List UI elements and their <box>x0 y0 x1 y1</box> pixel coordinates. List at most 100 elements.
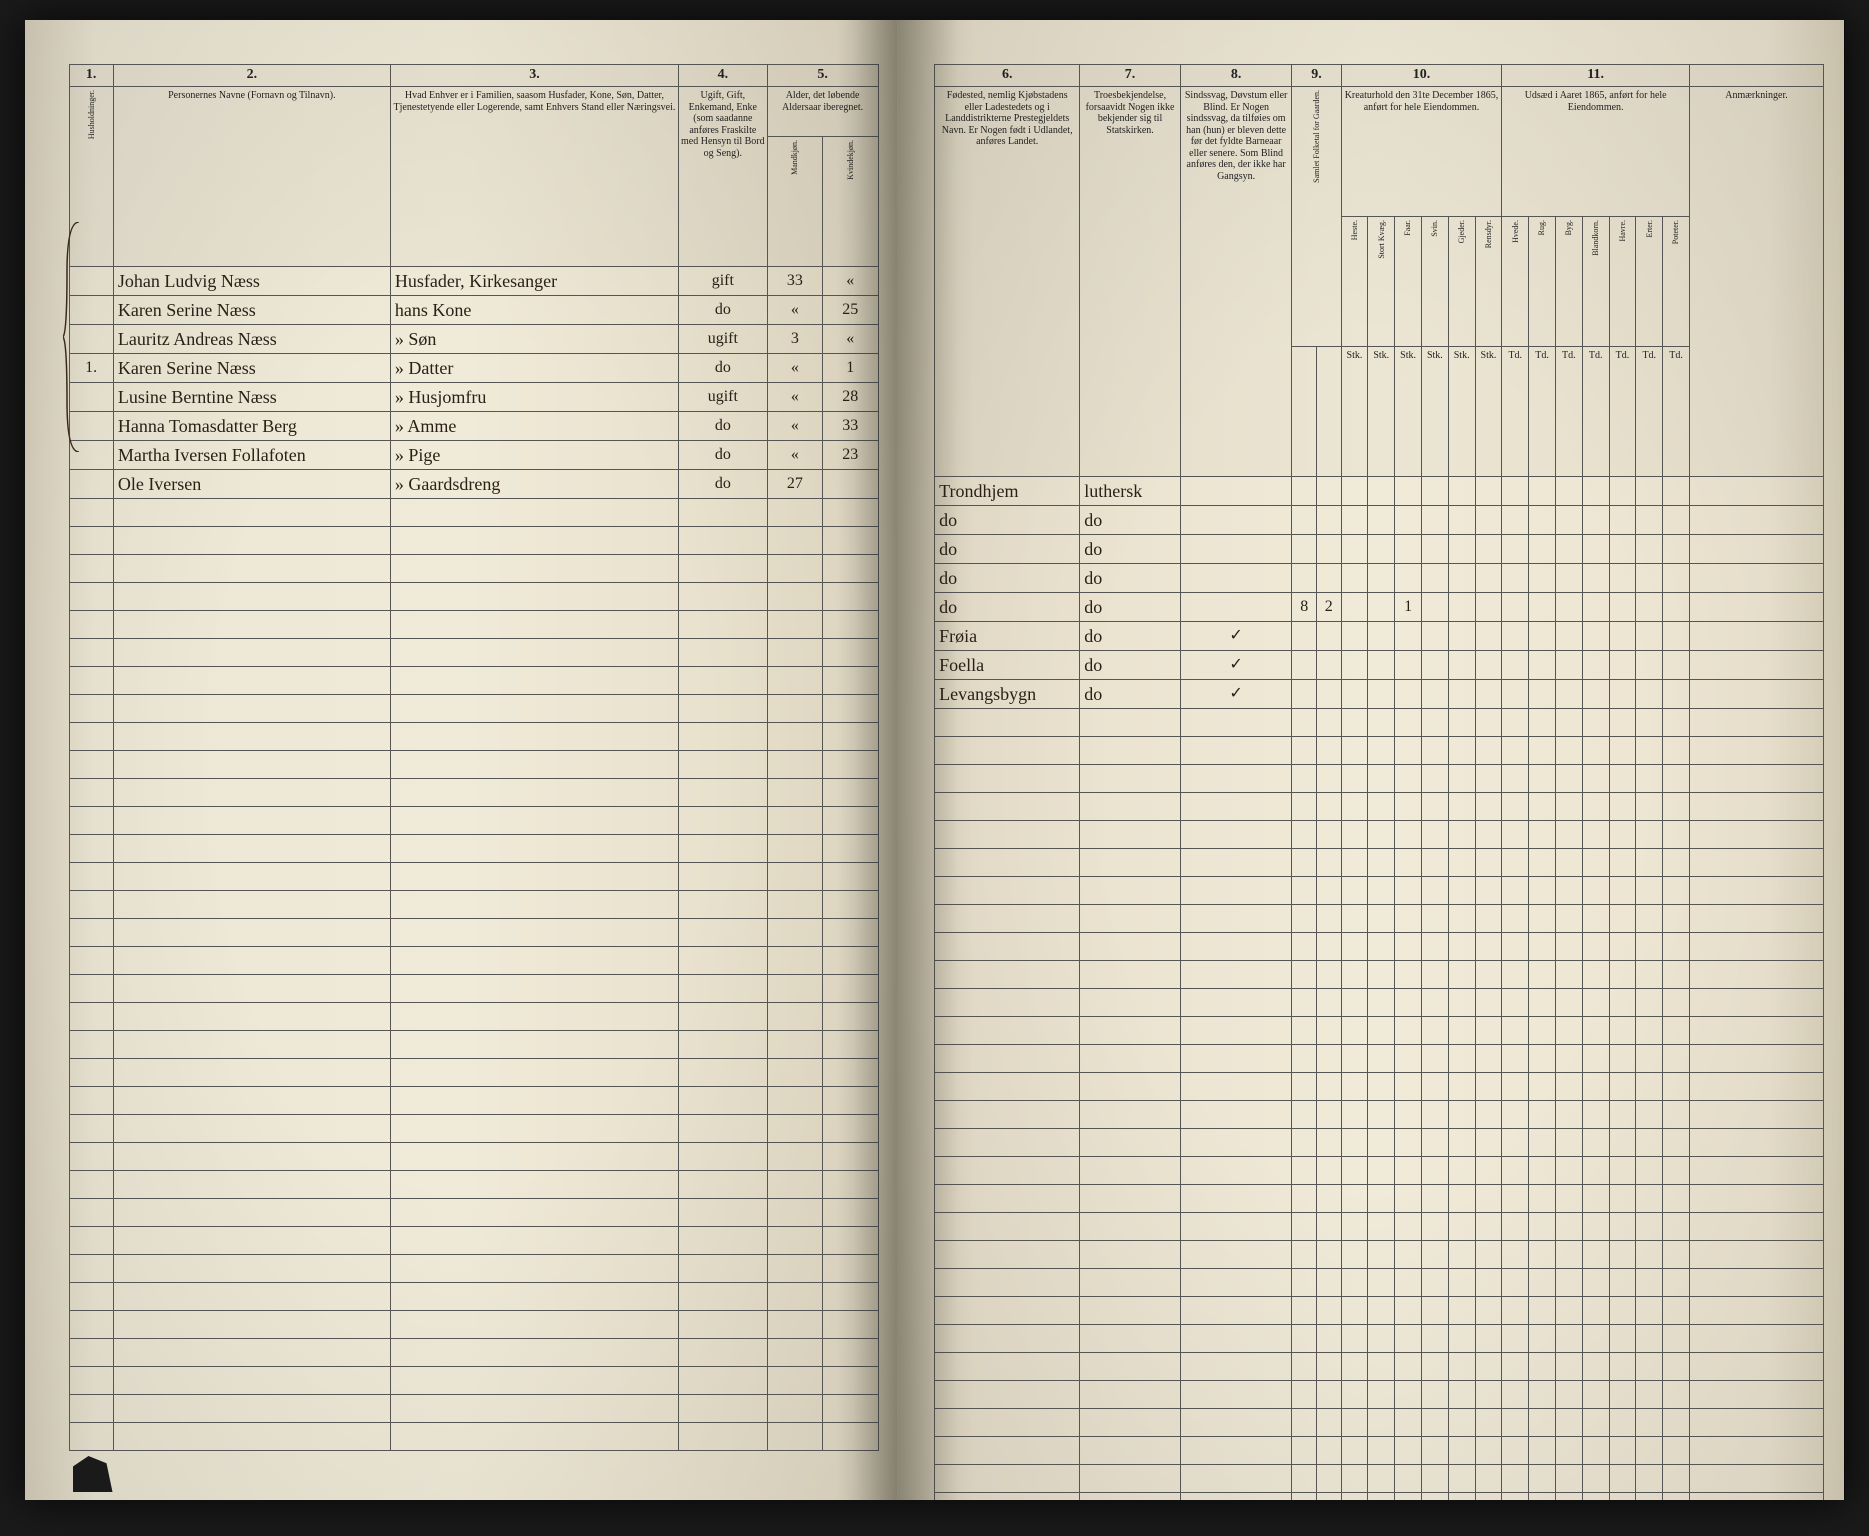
cell-age-m: « <box>767 441 822 470</box>
table-row: dodo <box>935 535 1824 564</box>
cell-livestock <box>1421 564 1448 593</box>
table-row-empty <box>935 1045 1824 1073</box>
cell-livestock <box>1341 477 1368 506</box>
cell-birth: Foella <box>935 651 1080 680</box>
table-row: dodo <box>935 564 1824 593</box>
cell-count-b <box>1317 622 1342 651</box>
table-row-empty <box>69 499 878 527</box>
table-row: Johan Ludvig NæssHusfader, Kirkesangergi… <box>69 267 878 296</box>
cell-count-a <box>1292 564 1317 593</box>
cell-household: 1. <box>69 354 113 383</box>
cell-seed <box>1636 564 1663 593</box>
cell-count-a: 8 <box>1292 593 1317 622</box>
cell-livestock <box>1368 564 1395 593</box>
cell-livestock <box>1421 651 1448 680</box>
cell-seed <box>1609 622 1636 651</box>
cell-count-a <box>1292 680 1317 709</box>
cell-livestock <box>1368 651 1395 680</box>
table-row-empty <box>935 1213 1824 1241</box>
cell-seed <box>1663 535 1690 564</box>
cell-seed <box>1609 651 1636 680</box>
cell-count-b <box>1317 651 1342 680</box>
cell-seed <box>1555 535 1582 564</box>
cell-seed <box>1529 477 1556 506</box>
cell-livestock <box>1395 535 1422 564</box>
cell-age-f: 1 <box>823 354 878 383</box>
table-row-empty <box>935 821 1824 849</box>
cell-livestock <box>1448 564 1475 593</box>
col-num: 4. <box>679 65 768 87</box>
table-row-empty <box>935 877 1824 905</box>
cell-disability <box>1180 477 1292 506</box>
cell-seed <box>1663 564 1690 593</box>
table-row-empty <box>69 863 878 891</box>
table-row-empty <box>69 1423 878 1451</box>
cell-livestock <box>1448 477 1475 506</box>
table-row-empty <box>69 1031 878 1059</box>
col-num: 5. <box>767 65 878 87</box>
cell-count-b <box>1317 506 1342 535</box>
cell-count-b <box>1317 564 1342 593</box>
cell-livestock <box>1395 622 1422 651</box>
col-seed: Byg. <box>1555 217 1582 347</box>
cell-age-m: « <box>767 383 822 412</box>
unit: Stk. <box>1421 347 1448 477</box>
cell-birth: Frøia <box>935 622 1080 651</box>
table-row-empty <box>935 1493 1824 1501</box>
unit: Td. <box>1529 347 1556 477</box>
unit: Td. <box>1636 347 1663 477</box>
cell-household <box>69 470 113 499</box>
table-row-empty <box>69 1367 878 1395</box>
table-row-empty <box>935 1017 1824 1045</box>
unit: Td. <box>1582 347 1609 477</box>
unit: Td. <box>1502 347 1529 477</box>
cell-seed <box>1663 651 1690 680</box>
cell-relation: Husfader, Kirkesanger <box>390 267 678 296</box>
cell-count-a <box>1292 535 1317 564</box>
cell-seed <box>1582 651 1609 680</box>
cell-relation: hans Kone <box>390 296 678 325</box>
cell-seed <box>1636 622 1663 651</box>
col-livestock: Heste. <box>1341 217 1368 347</box>
cell-age-f: 23 <box>823 441 878 470</box>
cell-seed <box>1582 622 1609 651</box>
cell-livestock <box>1368 535 1395 564</box>
right-page: 6. 7. 8. 9. 10. 11. Fødested, nemlig Kjø… <box>898 20 1844 1500</box>
table-row-empty <box>69 1227 878 1255</box>
col-head-count: Samlet Folketal for Gaarden. <box>1292 87 1341 347</box>
left-page: 1. 2. 3. 4. 5. Husholdninger. Personerne… <box>25 20 899 1500</box>
table-row-empty <box>69 555 878 583</box>
cell-relation: » Datter <box>390 354 678 383</box>
col-livestock: Svin. <box>1421 217 1448 347</box>
cell-seed <box>1555 506 1582 535</box>
unit: Stk. <box>1368 347 1395 477</box>
cell-disability: ✓ <box>1180 651 1292 680</box>
cell-livestock <box>1368 506 1395 535</box>
cell-remark <box>1689 680 1823 709</box>
cell-name: Lauritz Andreas Næss <box>113 325 390 354</box>
col-livestock: Gjeder. <box>1448 217 1475 347</box>
unit: Stk. <box>1475 347 1502 477</box>
col-head-livestock: Kreaturhold den 31te December 1865, anfø… <box>1341 87 1502 217</box>
table-row-empty <box>69 1283 878 1311</box>
cell-seed <box>1636 651 1663 680</box>
cell-count-b <box>1317 680 1342 709</box>
table-row-empty <box>69 751 878 779</box>
cell-name: Hanna Tomasdatter Berg <box>113 412 390 441</box>
cell-name: Karen Serine Næss <box>113 296 390 325</box>
cell-faith: do <box>1080 651 1181 680</box>
cell-seed <box>1555 593 1582 622</box>
table-row-empty <box>69 779 878 807</box>
cell-age-m: « <box>767 354 822 383</box>
cell-disability <box>1180 506 1292 535</box>
col-head-male: Mandkjøn. <box>767 137 822 267</box>
cell-birth: do <box>935 535 1080 564</box>
cell-household <box>69 296 113 325</box>
cell-remark <box>1689 477 1823 506</box>
cell-relation: » Amme <box>390 412 678 441</box>
table-row-empty <box>69 1087 878 1115</box>
col-livestock: Rensdyr. <box>1475 217 1502 347</box>
col-num: 6. <box>935 65 1080 87</box>
cell-seed <box>1663 477 1690 506</box>
cell-household <box>69 441 113 470</box>
